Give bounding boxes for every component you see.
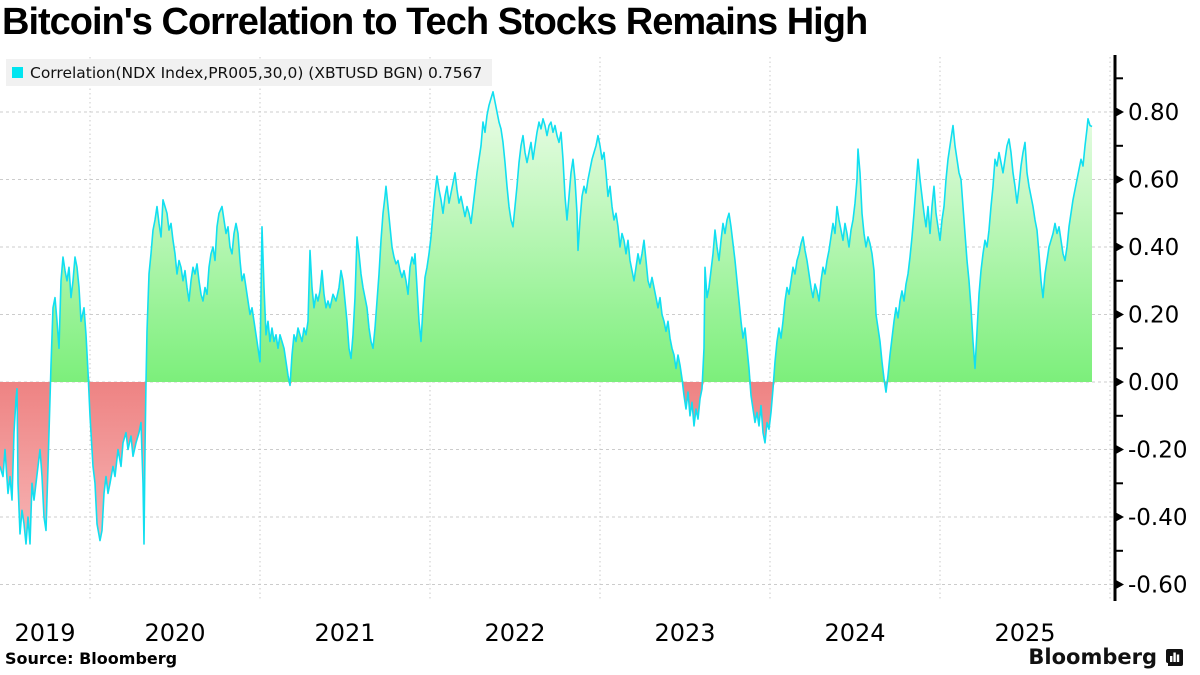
svg-text:2021: 2021: [314, 619, 375, 647]
svg-text:2025: 2025: [994, 619, 1055, 647]
svg-text:0.60: 0.60: [1128, 168, 1179, 194]
svg-text:2024: 2024: [824, 619, 885, 647]
svg-text:0.80: 0.80: [1128, 100, 1179, 126]
bloomberg-brand: Bloomberg: [1028, 645, 1184, 669]
svg-text:2019: 2019: [14, 619, 75, 647]
svg-text:2022: 2022: [484, 619, 545, 647]
svg-text:0.20: 0.20: [1128, 303, 1179, 329]
legend-swatch-icon: [12, 67, 23, 78]
chart-legend[interactable]: Correlation(NDX Index,PR005,30,0) (XBTUS…: [6, 59, 493, 86]
page-title: Bitcoin's Correlation to Tech Stocks Rem…: [2, 1, 868, 43]
bloomberg-logo-icon: [1165, 648, 1184, 667]
svg-text:0.00: 0.00: [1128, 370, 1179, 396]
svg-text:2020: 2020: [144, 619, 205, 647]
legend-label: Correlation(NDX Index,PR005,30,0) (XBTUS…: [30, 63, 483, 82]
svg-text:0.40: 0.40: [1128, 235, 1179, 261]
svg-text:-0.60: -0.60: [1128, 573, 1188, 599]
svg-text:-0.20: -0.20: [1128, 438, 1188, 464]
svg-text:2023: 2023: [654, 619, 715, 647]
source-note: Source: Bloomberg: [5, 649, 178, 668]
svg-text:-0.40: -0.40: [1128, 505, 1188, 531]
bloomberg-wordmark: Bloomberg: [1028, 645, 1157, 669]
